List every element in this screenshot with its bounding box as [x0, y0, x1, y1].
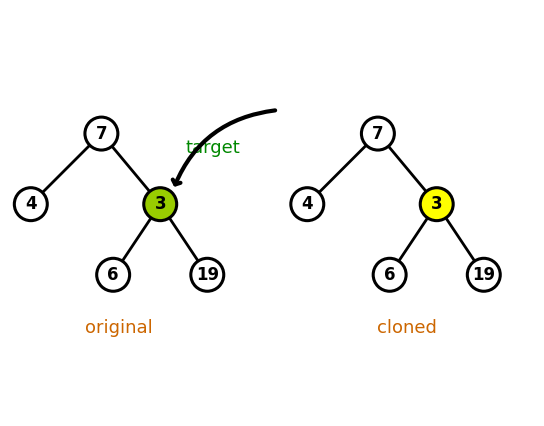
Circle shape [97, 258, 129, 291]
Text: 7: 7 [372, 124, 384, 143]
Text: 3: 3 [431, 195, 442, 213]
Circle shape [421, 188, 453, 221]
Circle shape [144, 188, 177, 221]
Text: 19: 19 [472, 266, 496, 284]
Text: 3: 3 [154, 195, 166, 213]
Circle shape [291, 188, 324, 221]
Circle shape [467, 258, 500, 291]
Text: 7: 7 [96, 124, 107, 143]
Text: target: target [186, 139, 240, 157]
Text: 4: 4 [301, 195, 313, 213]
Text: 6: 6 [384, 266, 395, 284]
Circle shape [373, 258, 406, 291]
Circle shape [85, 117, 118, 150]
Text: original: original [85, 319, 153, 337]
Text: 19: 19 [196, 266, 219, 284]
Text: cloned: cloned [378, 319, 437, 337]
Circle shape [191, 258, 224, 291]
Text: 6: 6 [107, 266, 119, 284]
Text: 4: 4 [25, 195, 36, 213]
Circle shape [14, 188, 47, 221]
Circle shape [361, 117, 394, 150]
